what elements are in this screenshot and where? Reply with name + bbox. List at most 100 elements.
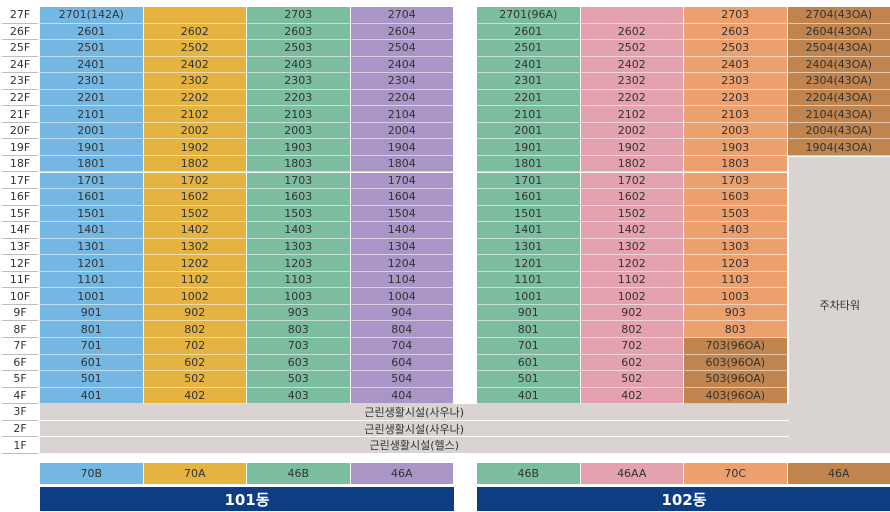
unit-cell: 1201 <box>477 255 581 272</box>
unit-cell: 1103 <box>247 271 351 289</box>
unit-cell: 2703 <box>247 7 351 24</box>
unit-cell: 1901 <box>40 139 144 156</box>
unit-cell: 401 <box>477 387 581 405</box>
unit-cell: 2303 <box>684 73 788 90</box>
unit-cell: 1601 <box>477 189 581 206</box>
unit-cell: 2603 <box>684 23 788 41</box>
unit-cell: 2201 <box>40 89 144 107</box>
unit-type-label: 46B <box>247 463 351 484</box>
unit-cell: 2102 <box>580 106 684 123</box>
unit-cell: 1303 <box>684 238 788 256</box>
floor-label: 12F <box>2 255 38 272</box>
unit-cell: 1503 <box>247 205 351 223</box>
unit-cell: 1302 <box>580 238 684 256</box>
unit-cell: 1704 <box>350 172 454 190</box>
building-banner: 101동 <box>40 487 454 511</box>
unit-cell: 1002 <box>143 288 247 305</box>
floor-label: 17F <box>2 173 38 190</box>
unit-cell: 1101 <box>40 271 144 289</box>
unit-cell: 2704 <box>350 7 454 24</box>
floor-label: 25F <box>2 40 38 57</box>
unit-cell: 1903 <box>247 139 351 156</box>
unit-cell: 2202 <box>143 89 247 107</box>
floor-label: 19F <box>2 139 38 156</box>
unit-cell: 2302 <box>143 73 247 90</box>
unit-cell: 702 <box>143 338 247 355</box>
unit-cell <box>580 7 684 24</box>
unit-cell: 2004(43OA) <box>787 122 890 140</box>
floor-label: 14F <box>2 222 38 239</box>
unit-cell: 901 <box>40 304 144 322</box>
unit-type-label: 70A <box>143 463 247 484</box>
floor-label: 1F <box>2 437 38 454</box>
unit-cell: 1503 <box>684 205 788 223</box>
unit-cell: 1104 <box>350 271 454 289</box>
unit-cell: 1703 <box>684 172 788 190</box>
unit-cell: 403(96OA) <box>684 387 788 405</box>
unit-cell: 904 <box>350 304 454 322</box>
unit-cell: 2102 <box>143 106 247 123</box>
unit-cell: 1402 <box>580 222 684 239</box>
unit-cell: 2301 <box>40 73 144 90</box>
unit-cell: 1401 <box>477 222 581 239</box>
unit-cell: 801 <box>477 321 581 338</box>
unit-cell: 2003 <box>247 122 351 140</box>
unit-cell: 503(96OA) <box>684 371 788 388</box>
unit-cell: 2304 <box>350 73 454 90</box>
unit-cell: 703 <box>247 338 351 355</box>
unit-cell: 501 <box>477 371 581 388</box>
unit-cell: 901 <box>477 304 581 322</box>
unit-cell: 1803 <box>247 155 351 173</box>
unit-cell: 704 <box>350 338 454 355</box>
unit-cell <box>143 7 247 24</box>
unit-type-label: 70B <box>40 463 144 484</box>
unit-cell: 2602 <box>143 23 247 41</box>
unit-cell: 2601 <box>477 23 581 41</box>
floor-label: 8F <box>2 321 38 338</box>
unit-cell: 2704(43OA) <box>787 7 890 24</box>
unit-cell: 603(96OA) <box>684 354 788 372</box>
unit-cell: 602 <box>580 354 684 372</box>
unit-cell: 2502 <box>580 40 684 57</box>
unit-cell: 702 <box>580 338 684 355</box>
unit-cell: 902 <box>143 304 247 322</box>
unit-cell: 2503 <box>684 40 788 57</box>
unit-cell: 2404(43OA) <box>787 56 890 74</box>
unit-cell: 1703 <box>247 172 351 190</box>
unit-cell: 502 <box>143 371 247 388</box>
unit-cell: 1302 <box>143 238 247 256</box>
unit-cell: 603 <box>247 354 351 372</box>
floor-label: 9F <box>2 305 38 322</box>
unit-cell: 2103 <box>684 106 788 123</box>
unit-cell: 2103 <box>247 106 351 123</box>
unit-cell: 1401 <box>40 222 144 239</box>
unit-cell: 1101 <box>477 271 581 289</box>
unit-cell: 1902 <box>580 139 684 156</box>
unit-cell: 1901 <box>477 139 581 156</box>
unit-cell: 1201 <box>40 255 144 272</box>
unit-cell: 2201 <box>477 89 581 107</box>
unit-cell: 1304 <box>350 238 454 256</box>
unit-cell: 1501 <box>477 205 581 223</box>
unit-cell: 2601 <box>40 23 144 41</box>
unit-cell: 1504 <box>350 205 454 223</box>
facility-row: 근린생활시설(헬스) <box>40 437 789 454</box>
unit-cell: 1601 <box>40 189 144 206</box>
unit-cell: 402 <box>580 387 684 405</box>
floor-label: 23F <box>2 73 38 90</box>
unit-cell: 2404 <box>350 56 454 74</box>
unit-cell: 604 <box>350 354 454 372</box>
floor-label: 7F <box>2 338 38 355</box>
unit-cell: 2002 <box>143 122 247 140</box>
unit-cell: 2602 <box>580 23 684 41</box>
building-banner: 102동 <box>477 487 890 511</box>
floor-label: 5F <box>2 371 38 388</box>
unit-cell: 2401 <box>40 56 144 74</box>
unit-cell: 1003 <box>684 288 788 305</box>
unit-cell: 903 <box>247 304 351 322</box>
floor-label: 26F <box>2 24 38 41</box>
unit-cell: 2204(43OA) <box>787 89 890 107</box>
unit-cell: 2403 <box>247 56 351 74</box>
unit-cell: 1603 <box>247 189 351 206</box>
